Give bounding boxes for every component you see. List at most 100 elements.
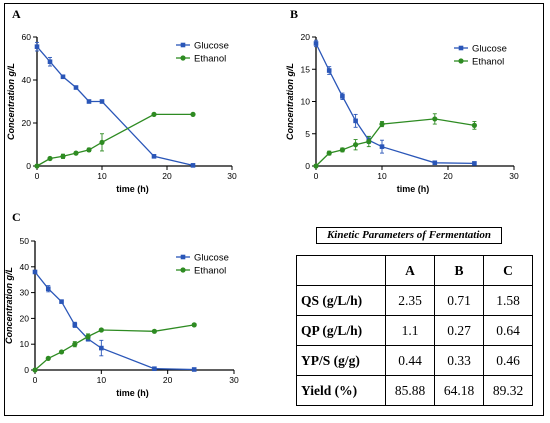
data-point-glucose bbox=[99, 99, 105, 104]
data-point-glucose bbox=[432, 160, 438, 166]
cell-yield-c: 89.32 bbox=[483, 375, 533, 406]
y-tick-label: 5 bbox=[305, 129, 310, 139]
y-axis-label: Concentration g/L bbox=[4, 267, 14, 344]
x-tick-label: 10 bbox=[97, 171, 107, 181]
data-point-ethanol bbox=[98, 327, 104, 333]
x-tick-label: 10 bbox=[97, 375, 107, 385]
data-point-ethanol bbox=[34, 163, 40, 169]
y-tick-label: 20 bbox=[22, 118, 32, 128]
x-tick-label: 20 bbox=[443, 171, 453, 181]
cell-yps-a: 0.44 bbox=[385, 345, 435, 376]
cell-qs-c: 1.58 bbox=[483, 285, 533, 316]
table-row-yield: Yield (%) 85.88 64.18 89.32 bbox=[296, 375, 533, 406]
data-point-ethanol bbox=[86, 147, 92, 153]
chart-panel-a: A 0 20 40 60 0 10 20 30 time (h) Concentration g/L… bbox=[6, 7, 237, 194]
data-point-ethanol bbox=[72, 341, 78, 347]
y-tick-label: 60 bbox=[22, 32, 32, 42]
y-axis-label: Concentration g/L bbox=[285, 63, 295, 140]
y-tick-label: 0 bbox=[24, 365, 29, 375]
cell-qp-c: 0.64 bbox=[483, 315, 533, 346]
x-tick-label: 20 bbox=[163, 375, 173, 385]
data-point-glucose bbox=[472, 161, 477, 166]
x-tick-label: 30 bbox=[509, 171, 519, 181]
y-tick-label: 0 bbox=[305, 161, 310, 171]
table-row-qs: QS (g/L/h) 2.35 0.71 1.58 bbox=[296, 285, 533, 316]
column-header-c: C bbox=[483, 255, 533, 286]
chart-panel-c: C 0 10 20 30 40 50 0 10 20 30 time (h) Concentration… bbox=[4, 210, 239, 398]
legend-label-ethanol: Ethanol bbox=[472, 57, 504, 68]
x-tick-label: 30 bbox=[227, 171, 237, 181]
cell-yield-b: 64.18 bbox=[434, 375, 484, 406]
data-point-ethanol bbox=[60, 153, 66, 159]
row-label-qs: QS (g/L/h) bbox=[296, 285, 386, 316]
data-point-glucose bbox=[86, 99, 92, 104]
x-axis-label: time (h) bbox=[116, 388, 149, 398]
data-point-glucose bbox=[353, 118, 358, 124]
y-tick-label: 20 bbox=[301, 32, 311, 42]
data-point-ethanol bbox=[353, 142, 359, 148]
data-point-glucose bbox=[47, 59, 53, 65]
series-line-glucose bbox=[34, 271, 195, 371]
data-point-glucose bbox=[191, 367, 197, 372]
data-point-glucose bbox=[313, 41, 319, 46]
data-point-ethanol bbox=[191, 322, 197, 328]
legend-marker bbox=[458, 58, 464, 64]
legend-label-glucose: Glucose bbox=[194, 253, 229, 264]
series-line-ethanol bbox=[315, 118, 475, 167]
data-point-glucose bbox=[34, 44, 40, 49]
data-point-ethanol bbox=[379, 121, 385, 127]
data-point-ethanol bbox=[73, 150, 79, 156]
y-tick-label: 15 bbox=[301, 64, 311, 74]
data-point-ethanol bbox=[366, 138, 372, 145]
cell-yps-b: 0.33 bbox=[434, 345, 484, 376]
y-tick-label: 40 bbox=[22, 75, 32, 85]
figure-frame bbox=[4, 3, 544, 416]
data-point-ethanol bbox=[190, 111, 196, 117]
legend-marker bbox=[180, 254, 186, 260]
cell-yps-c: 0.46 bbox=[483, 345, 533, 376]
x-tick-label: 20 bbox=[162, 171, 172, 181]
x-axis-label: time (h) bbox=[116, 184, 149, 194]
data-point-glucose bbox=[73, 85, 79, 90]
x-tick-label: 0 bbox=[314, 171, 319, 181]
table-row-qp: QP (g/L/h) 1.1 0.27 0.64 bbox=[296, 315, 533, 346]
data-point-ethanol bbox=[45, 355, 51, 361]
chart-panel-b: B 0 5 10 15 20 0 10 20 30 time (h) Concentration g/… bbox=[285, 7, 519, 194]
y-axis-label: Concentration g/L bbox=[6, 63, 16, 140]
series-line-glucose bbox=[36, 46, 194, 167]
panel-letter-b: B bbox=[290, 7, 298, 21]
cell-qp-b: 0.27 bbox=[434, 315, 484, 346]
data-point-glucose bbox=[379, 144, 385, 149]
data-point-glucose bbox=[59, 299, 64, 304]
column-header-b: B bbox=[434, 255, 484, 286]
cell-qs-a: 2.35 bbox=[385, 285, 435, 316]
x-tick-label: 0 bbox=[35, 171, 40, 181]
panel-letter-c: C bbox=[12, 210, 21, 224]
data-point-ethanol bbox=[471, 122, 477, 128]
legend-label-glucose: Glucose bbox=[194, 41, 229, 52]
y-tick-label: 20 bbox=[20, 313, 30, 323]
table-corner-cell bbox=[296, 255, 386, 286]
data-point-glucose bbox=[152, 366, 157, 372]
legend-marker bbox=[458, 45, 464, 51]
data-point-glucose bbox=[72, 322, 78, 328]
series-line-glucose bbox=[315, 43, 475, 165]
data-point-ethanol bbox=[326, 150, 332, 156]
data-point-ethanol bbox=[313, 163, 319, 169]
kinetic-table-title: Kinetic Parameters of Fermentation bbox=[316, 227, 502, 244]
cell-yield-a: 85.88 bbox=[385, 375, 435, 406]
y-tick-label: 0 bbox=[26, 161, 31, 171]
data-point-ethanol bbox=[151, 328, 157, 334]
x-tick-label: 30 bbox=[229, 375, 239, 385]
data-point-ethanol bbox=[99, 139, 105, 145]
table-row-yps: YP/S (g/g) 0.44 0.33 0.46 bbox=[296, 345, 533, 376]
x-axis-label: time (h) bbox=[397, 184, 430, 194]
cell-qs-b: 0.71 bbox=[434, 285, 484, 316]
y-tick-label: 50 bbox=[20, 236, 30, 246]
data-point-ethanol bbox=[432, 116, 438, 122]
data-point-ethanol bbox=[47, 155, 53, 162]
data-point-glucose bbox=[151, 154, 157, 159]
data-point-ethanol bbox=[32, 367, 38, 373]
y-tick-label: 30 bbox=[20, 288, 30, 298]
